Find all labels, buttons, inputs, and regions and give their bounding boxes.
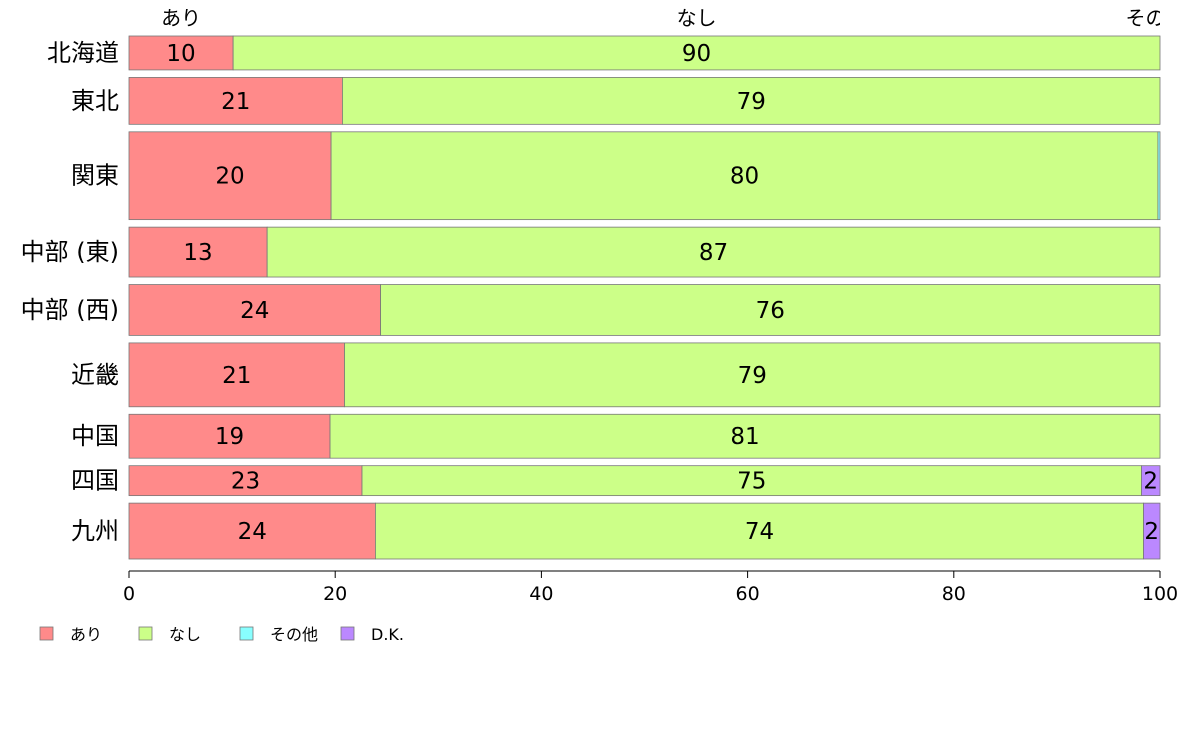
data-label: 81 [730, 424, 759, 450]
category-label: 関東 [71, 162, 119, 190]
category-label: 中国 [71, 422, 119, 450]
bar-segment [1143, 502, 1161, 560]
data-label: 21 [222, 363, 251, 389]
legend-label: あり [70, 625, 102, 644]
bar-segment [128, 35, 234, 71]
data-label: 24 [240, 298, 269, 324]
bar-segment [128, 413, 331, 459]
top-segment-label: なし [677, 6, 717, 30]
bar-segment [375, 502, 1144, 560]
bar-segment [344, 342, 1161, 408]
bar-segment [128, 77, 343, 125]
x-tick-label: 20 [323, 583, 347, 605]
bar-segment [128, 284, 381, 336]
data-label: 75 [737, 469, 766, 495]
data-label: 21 [221, 89, 250, 115]
category-label: 北海道 [47, 39, 119, 67]
data-label: 13 [183, 240, 212, 266]
data-label: 80 [730, 164, 759, 190]
data-label: 74 [745, 519, 774, 545]
category-label: 近畿 [71, 361, 119, 389]
bar-segment [380, 284, 1161, 336]
data-label: 10 [166, 41, 195, 67]
x-tick-label: 80 [942, 583, 966, 605]
data-label: 87 [699, 240, 728, 266]
bar-segment [330, 131, 1159, 221]
legend-label: その他 [270, 625, 318, 644]
legend-swatch [138, 626, 153, 641]
data-label: 24 [238, 519, 267, 545]
legend-swatch [239, 626, 254, 641]
bar-segment [266, 226, 1161, 278]
data-label: 2 [1144, 519, 1159, 545]
category-label: 四国 [71, 467, 119, 495]
legend-label: D.K. [371, 625, 404, 644]
x-tick-label: 60 [736, 583, 760, 605]
top-segment-label: その... [1125, 6, 1184, 30]
data-label: 79 [737, 89, 766, 115]
x-tick-label: 100 [1142, 583, 1178, 605]
data-label: 2 [1143, 469, 1158, 495]
bar-segment [342, 77, 1161, 125]
bar-segment [128, 226, 268, 278]
data-label: 20 [215, 164, 244, 190]
bar-segment [232, 35, 1161, 71]
bar-segment [1157, 131, 1161, 221]
bar-segment [361, 465, 1142, 497]
category-label: 中部 (西) [21, 296, 119, 324]
data-label: 76 [756, 298, 785, 324]
data-label: 23 [231, 469, 260, 495]
category-label: 中部 (東) [21, 238, 119, 266]
legend-label: なし [169, 625, 201, 644]
data-label: 90 [682, 41, 711, 67]
category-label: 東北 [71, 87, 119, 115]
x-tick-label: 0 [123, 583, 135, 605]
bar-segment [128, 131, 332, 221]
legend-swatch [340, 626, 355, 641]
legend-swatch [39, 626, 54, 641]
data-label: 79 [738, 363, 767, 389]
top-segment-label: あり [161, 6, 201, 30]
bar-segment [128, 502, 376, 560]
x-tick-label: 40 [529, 583, 553, 605]
category-label: 九州 [71, 517, 119, 545]
bar-segment [329, 413, 1161, 459]
data-label: 19 [215, 424, 244, 450]
bar-segment [1141, 465, 1161, 497]
